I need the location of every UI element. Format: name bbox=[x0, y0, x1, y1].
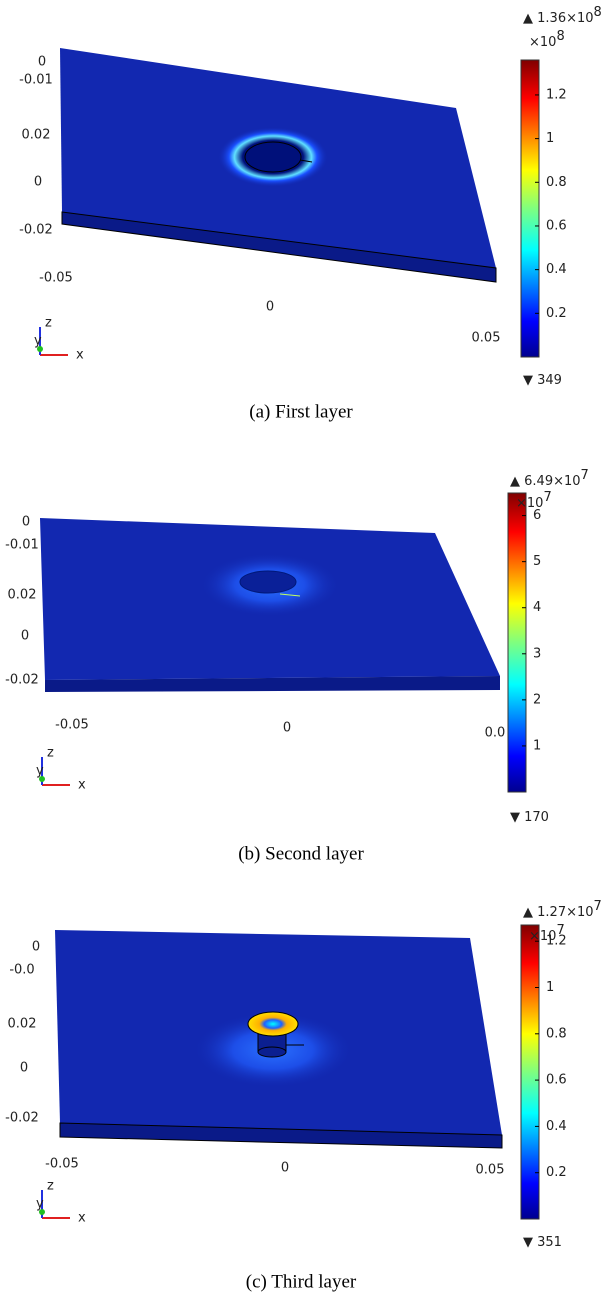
axis-tick-label: -0.02 bbox=[19, 223, 53, 238]
max-triangle: ▲ bbox=[523, 905, 537, 920]
axis-tick-label: -0.05 bbox=[39, 271, 73, 286]
axis-tick-label: 0.02 bbox=[8, 588, 37, 603]
axis-tick-label: 0 bbox=[266, 300, 274, 315]
colorbar bbox=[507, 492, 527, 793]
max-triangle: ▲ bbox=[510, 474, 524, 489]
panel: 0 -0.01 0.02 0 -0.02 -0.05 0 0.0 x zy 1 2 3 4 5 6 ▲ 6.49… bbox=[5, 468, 589, 865]
colorbar-tick-label: 0.8 bbox=[546, 1026, 567, 1041]
axis-name: y bbox=[36, 764, 44, 779]
colorbar-tick-label: 3 bbox=[533, 646, 541, 661]
min-value: 351 bbox=[537, 1235, 562, 1250]
axis-tick-label: 0.05 bbox=[476, 1163, 505, 1178]
colorbar bbox=[520, 59, 540, 358]
axis-name: y bbox=[34, 334, 42, 349]
axis-tick-label: 0 bbox=[283, 721, 291, 736]
axis-tick-label: 0 bbox=[38, 55, 46, 70]
axis-tick-label: 0.05 bbox=[472, 331, 501, 346]
plate bbox=[40, 518, 500, 692]
axis-tick-label: 0.02 bbox=[22, 128, 51, 143]
axis-name: z bbox=[47, 1179, 54, 1194]
axis-tick-label: -0.01 bbox=[19, 73, 53, 88]
panel: 0 -0.0 0.02 0 -0.02 -0.05 0 0.05 x zy 0.2 0.4 0.6 0.8… bbox=[5, 899, 602, 1293]
colorbar-tick-label: 1 bbox=[533, 738, 541, 753]
axis-name: x bbox=[78, 1211, 86, 1226]
axis-tick-label: -0.0 bbox=[9, 963, 34, 978]
colorbar-tick-label: 1.2 bbox=[546, 87, 567, 102]
multiplier: ×108 bbox=[529, 29, 565, 50]
max-label: ▲ 6.49×107 bbox=[510, 468, 589, 489]
colorbar-tick-label: 0.2 bbox=[546, 306, 567, 321]
max-exponent: 7 bbox=[594, 899, 602, 914]
colorbar-tick-label: 0.6 bbox=[546, 218, 567, 233]
axis-tick-label: -0.05 bbox=[45, 1157, 79, 1172]
max-triangle: ▲ bbox=[523, 11, 537, 26]
axis-name: x bbox=[76, 348, 84, 363]
colorbar-tick-label: 1.2 bbox=[546, 934, 567, 949]
caption: (c) Third layer bbox=[246, 1271, 357, 1292]
caption: (a) First layer bbox=[249, 401, 353, 422]
colorbar-tick-label: 0.2 bbox=[546, 1165, 567, 1180]
max-exponent: 7 bbox=[581, 468, 589, 483]
plate bbox=[55, 930, 503, 1149]
max-label: ▲ 1.27×107 bbox=[523, 899, 602, 920]
axis-tick-label: -0.02 bbox=[5, 1111, 39, 1126]
axis-tick-label: 0 bbox=[21, 629, 29, 644]
colorbar-tick-label: 2 bbox=[533, 692, 541, 707]
colorbar-tick-label: 0.4 bbox=[546, 262, 567, 277]
axis-tick-label: -0.05 bbox=[55, 718, 89, 733]
colorbar bbox=[520, 924, 540, 1220]
multiplier-exponent: 7 bbox=[556, 923, 564, 938]
axis-tick-label: 0.0 bbox=[485, 726, 506, 741]
min-value: 170 bbox=[524, 810, 549, 825]
multiplier: ×107 bbox=[529, 923, 565, 944]
max-exponent: 8 bbox=[594, 5, 602, 20]
panel: 0 -0.01 0.02 0 -0.02 -0.05 0 0.05 x zy 0.2 0.4 0.6 0.… bbox=[19, 5, 602, 423]
axis-tick-label: 0 bbox=[20, 1061, 28, 1076]
axis-tick-label: 0 bbox=[34, 175, 42, 190]
min-triangle: ▼ bbox=[523, 1235, 537, 1250]
min-label: ▼ 349 bbox=[523, 373, 562, 388]
multiplier-exponent: 7 bbox=[543, 490, 551, 505]
min-label: ▼ 351 bbox=[523, 1235, 562, 1250]
axis-name: x bbox=[78, 778, 86, 793]
axis-name: y bbox=[36, 1197, 44, 1212]
multiplier: ×107 bbox=[516, 490, 552, 511]
axis-name: z bbox=[45, 316, 52, 331]
axis-tick-label: -0.01 bbox=[5, 538, 39, 553]
max-value: 1.27×10 bbox=[537, 905, 593, 920]
multiplier-base: ×10 bbox=[529, 929, 556, 944]
multiplier-base: ×10 bbox=[529, 35, 556, 50]
min-triangle: ▼ bbox=[523, 373, 537, 388]
y-dot bbox=[39, 1209, 45, 1215]
min-label: ▼ 170 bbox=[510, 810, 549, 825]
colorbar-tick-label: 0.4 bbox=[546, 1119, 567, 1134]
axis-tick-label: -0.02 bbox=[5, 673, 39, 688]
max-label: ▲ 1.36×108 bbox=[523, 5, 602, 26]
axis-tick-label: 0 bbox=[22, 515, 30, 530]
axis-tick-label: 0.02 bbox=[8, 1017, 37, 1032]
min-value: 349 bbox=[537, 373, 562, 388]
min-triangle: ▼ bbox=[510, 810, 524, 825]
y-dot bbox=[39, 776, 45, 782]
colorbar-tick-label: 5 bbox=[533, 554, 541, 569]
plate bbox=[60, 48, 497, 283]
axis-tick-label: 0 bbox=[281, 1161, 289, 1176]
multiplier-base: ×10 bbox=[516, 496, 543, 511]
colorbar-tick-label: 1 bbox=[546, 980, 554, 995]
colorbar-tick-label: 0.6 bbox=[546, 1073, 567, 1088]
colorbar-tick-label: 6 bbox=[533, 508, 541, 523]
multiplier-exponent: 8 bbox=[556, 29, 564, 44]
y-dot bbox=[37, 346, 43, 352]
max-value: 6.49×10 bbox=[524, 474, 580, 489]
colorbar-tick-label: 1 bbox=[546, 131, 554, 146]
caption: (b) Second layer bbox=[238, 843, 364, 864]
axis-name: z bbox=[47, 746, 54, 761]
axis-tick-label: 0 bbox=[32, 940, 40, 955]
colorbar-tick-label: 4 bbox=[533, 600, 541, 615]
max-value: 1.36×10 bbox=[537, 11, 593, 26]
colorbar-tick-label: 0.8 bbox=[546, 175, 567, 190]
